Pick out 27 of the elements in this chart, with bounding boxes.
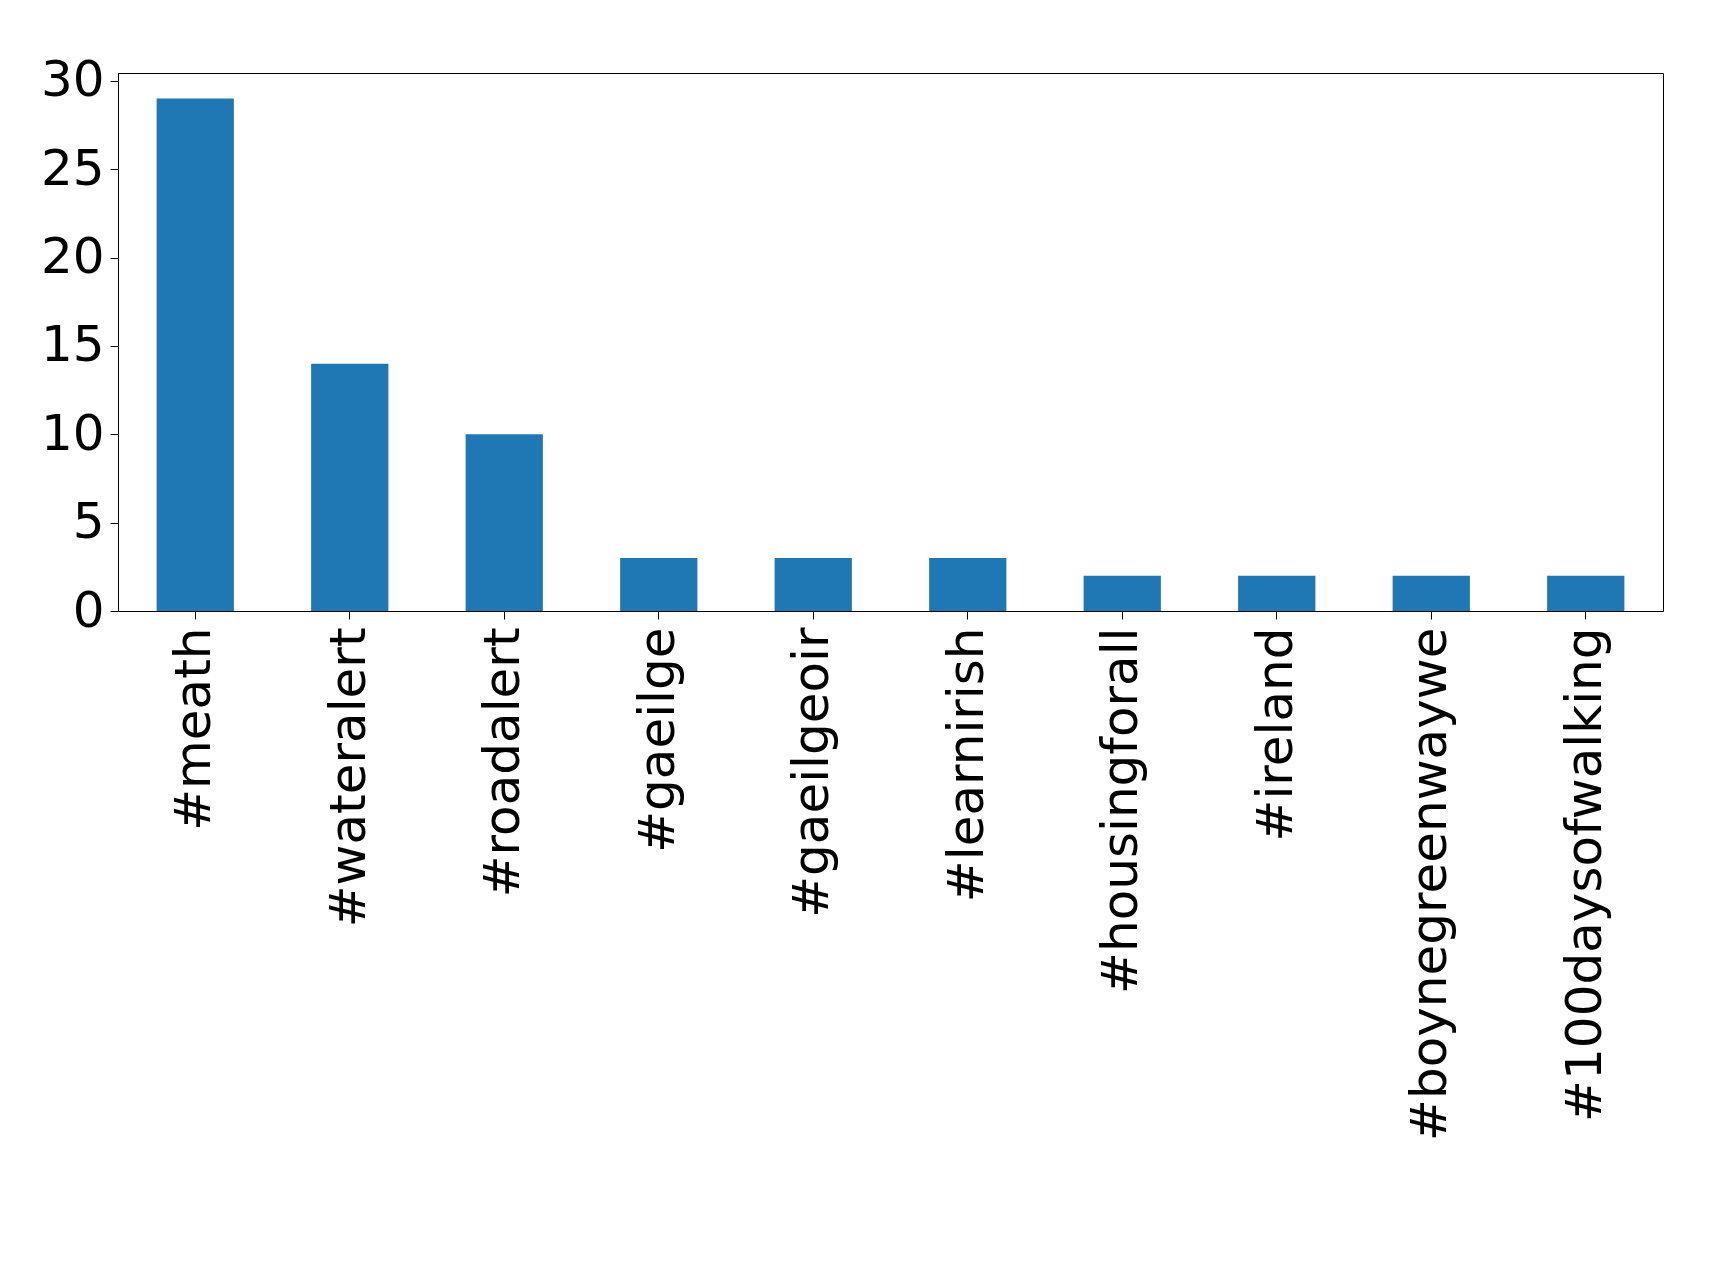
bar xyxy=(774,558,852,611)
y-tick-label: 10 xyxy=(40,403,105,462)
bar xyxy=(311,363,389,611)
bar xyxy=(465,434,543,611)
x-tick-label: #meath xyxy=(164,627,223,831)
x-tick-label: #ireland xyxy=(1245,627,1304,842)
x-tick-label: #housingforall xyxy=(1091,627,1150,994)
bar xyxy=(1238,575,1316,611)
bar xyxy=(1392,575,1470,611)
bar xyxy=(156,98,234,611)
bar xyxy=(620,558,698,611)
bar xyxy=(1547,575,1625,611)
y-tick-label: 30 xyxy=(40,50,105,109)
x-tick-label: #wateralert xyxy=(318,627,377,928)
y-tick-label: 20 xyxy=(40,227,105,286)
x-tick-label: #100daysofwalking xyxy=(1554,627,1613,1122)
x-tick-label: #gaeilge xyxy=(627,627,686,853)
y-tick-label: 25 xyxy=(40,138,105,197)
x-tick-label: #learnirish xyxy=(936,627,995,903)
x-tick-label: #boynegreenwaywe xyxy=(1400,627,1459,1141)
y-tick-label: 0 xyxy=(72,580,105,639)
x-tick-label: #roadalert xyxy=(473,627,532,898)
x-tick-label: #gaeilgeoir xyxy=(782,627,841,918)
bar xyxy=(1083,575,1161,611)
y-tick-label: 15 xyxy=(40,315,105,374)
bar xyxy=(929,558,1007,611)
y-tick-label: 5 xyxy=(72,492,105,551)
